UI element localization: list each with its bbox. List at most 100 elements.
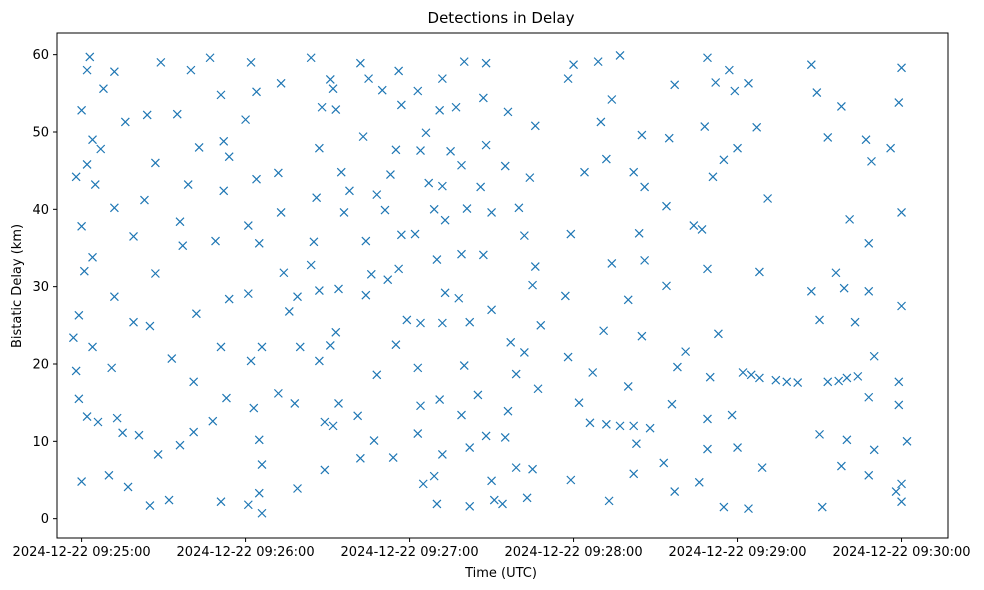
data-point [118, 428, 128, 438]
data-point [391, 340, 401, 350]
data-point [481, 140, 491, 150]
data-point [708, 172, 718, 182]
y-tick-label: 10 [32, 435, 49, 450]
data-point [249, 403, 259, 413]
x-tick-label: 2024-12-22 09:29:00 [669, 545, 807, 560]
data-point [752, 122, 762, 132]
data-point [112, 413, 122, 423]
data-point [864, 392, 874, 402]
data-point [563, 352, 573, 362]
data-point [864, 470, 874, 480]
data-point [897, 479, 906, 489]
chart-title: Detections in Delay [428, 9, 575, 27]
data-point [380, 205, 390, 215]
data-point [563, 74, 573, 84]
data-point [629, 469, 639, 479]
data-point [815, 429, 824, 439]
data-point [129, 317, 138, 327]
data-point [437, 318, 447, 328]
data-point [331, 105, 341, 114]
data-point [681, 347, 691, 357]
data-point [222, 393, 231, 403]
data-point [279, 268, 289, 278]
data-point [88, 342, 97, 352]
data-point [487, 207, 496, 217]
data-point [432, 499, 442, 509]
data-point [194, 143, 204, 152]
data-point [243, 289, 253, 299]
data-point [867, 156, 876, 166]
data-point [421, 128, 431, 138]
plot-area [56, 32, 949, 539]
data-point [241, 115, 251, 125]
data-point [246, 356, 256, 366]
data-point [615, 421, 625, 431]
data-point [129, 231, 138, 241]
data-point [473, 390, 483, 400]
data-point [145, 321, 155, 331]
y-axis-label: Bistatic Delay (km) [10, 224, 25, 348]
data-point [134, 430, 144, 440]
data-point [167, 354, 177, 364]
data-point [637, 331, 647, 341]
data-point [601, 154, 611, 164]
data-point [189, 427, 199, 437]
data-point [336, 167, 346, 177]
data-point [290, 399, 300, 408]
data-point [77, 221, 87, 231]
data-point [659, 458, 669, 468]
data-point [522, 493, 532, 503]
data-point [615, 51, 625, 60]
data-point [273, 168, 283, 178]
data-point [869, 351, 879, 361]
data-point [604, 496, 614, 506]
data-point [640, 182, 650, 192]
data-point [853, 371, 863, 381]
data-point [361, 290, 371, 300]
y-tick-label: 40 [32, 203, 49, 218]
data-point [511, 369, 521, 379]
data-point [836, 461, 846, 471]
data-point [164, 495, 174, 505]
data-point [312, 193, 322, 203]
data-point [142, 110, 152, 120]
y-tick-label: 30 [32, 280, 49, 295]
data-point [831, 268, 841, 278]
data-point [355, 58, 365, 68]
data-point [377, 85, 387, 95]
data-point [257, 460, 267, 469]
data-point [276, 207, 286, 217]
data-point [894, 98, 904, 108]
data-point [74, 310, 84, 320]
data-point [246, 57, 256, 67]
data-point [432, 255, 442, 265]
data-point [145, 501, 155, 510]
data-point [334, 399, 343, 408]
data-point [703, 53, 712, 63]
data-point [667, 399, 677, 409]
data-point [334, 284, 343, 294]
y-tick-label: 0 [41, 512, 49, 527]
data-point [703, 444, 712, 454]
data-point [306, 260, 316, 270]
data-point [96, 144, 106, 154]
data-point [257, 342, 267, 352]
data-point [845, 214, 855, 224]
data-point [489, 495, 499, 505]
data-point [481, 58, 491, 68]
data-point [243, 221, 253, 230]
data-point [429, 471, 439, 481]
data-point [560, 291, 570, 301]
data-point [293, 292, 302, 302]
data-point [637, 130, 647, 140]
data-point [178, 241, 188, 251]
data-point [476, 182, 486, 192]
data-point [519, 231, 529, 241]
data-point [465, 317, 475, 327]
data-point [325, 341, 335, 350]
data-point [689, 221, 699, 230]
data-point [109, 203, 119, 213]
data-point [823, 377, 833, 387]
data-point [216, 342, 226, 352]
